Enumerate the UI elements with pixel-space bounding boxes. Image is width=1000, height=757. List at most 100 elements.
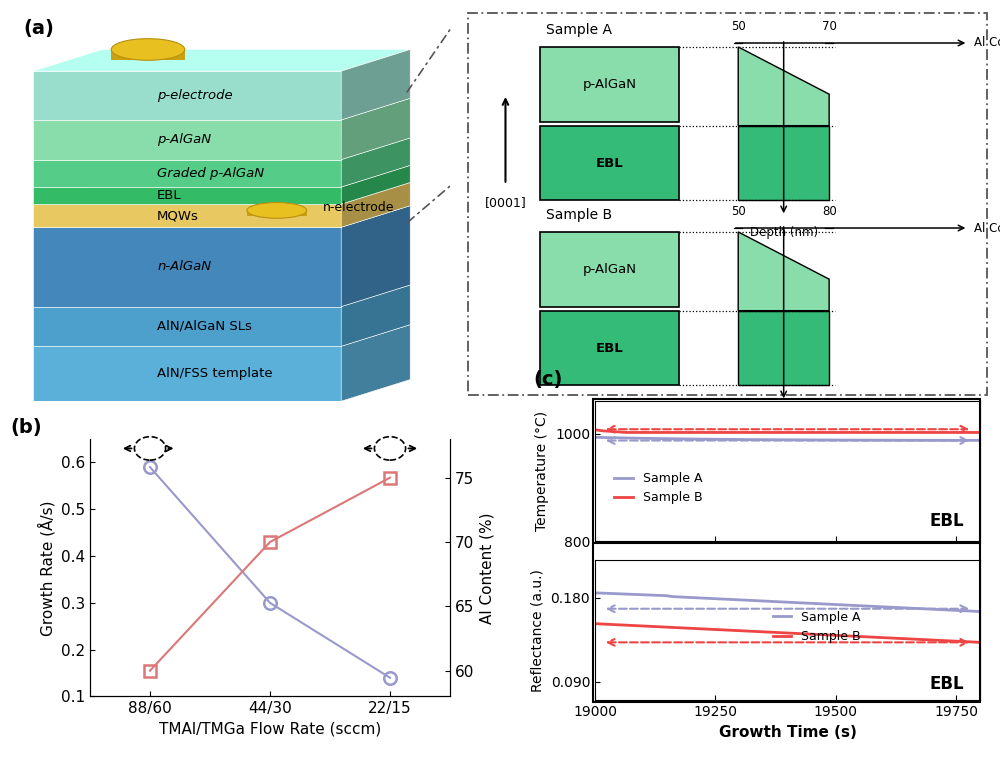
Sample B bbox=[723, 625, 735, 634]
Polygon shape bbox=[33, 285, 410, 307]
Sample A bbox=[715, 435, 727, 444]
Sample B bbox=[943, 637, 955, 646]
Sample A bbox=[628, 590, 640, 599]
Sample B bbox=[738, 428, 750, 437]
Sample B bbox=[699, 625, 711, 634]
Sample A bbox=[958, 606, 970, 615]
Sample A bbox=[675, 435, 687, 444]
Sample B bbox=[652, 622, 664, 631]
Sample B bbox=[605, 620, 617, 629]
Sample A bbox=[840, 600, 852, 609]
Text: Graded p-AlGaN: Graded p-AlGaN bbox=[157, 167, 264, 180]
Sample B bbox=[950, 428, 962, 437]
Polygon shape bbox=[33, 71, 341, 120]
Sample B bbox=[895, 634, 907, 643]
Sample A bbox=[825, 600, 837, 609]
Sample A bbox=[762, 597, 774, 606]
Sample A bbox=[605, 433, 617, 442]
Sample A bbox=[785, 598, 797, 607]
Sample A bbox=[668, 592, 680, 601]
Text: [0001]: [0001] bbox=[485, 197, 526, 210]
Sample A bbox=[754, 435, 766, 444]
Bar bbox=[540, 47, 679, 122]
Sample B bbox=[793, 629, 805, 638]
Polygon shape bbox=[341, 165, 410, 204]
Sample B bbox=[911, 428, 923, 437]
Polygon shape bbox=[247, 210, 307, 216]
Sample B bbox=[652, 428, 664, 437]
Sample B bbox=[597, 619, 609, 628]
Sample A bbox=[856, 601, 868, 610]
Line: Sample B: Sample B bbox=[595, 430, 980, 432]
Y-axis label: Growth Rate (Å/s): Growth Rate (Å/s) bbox=[38, 500, 55, 635]
Line: Sample A: Sample A bbox=[595, 593, 980, 612]
Sample B bbox=[691, 428, 703, 437]
Sample B bbox=[636, 621, 648, 631]
Text: p-AlGaN: p-AlGaN bbox=[583, 78, 637, 91]
Sample B bbox=[809, 630, 821, 639]
Sample B bbox=[888, 428, 900, 437]
Sample A bbox=[620, 590, 632, 599]
Bar bbox=[540, 232, 679, 307]
Legend: Sample A, Sample B: Sample A, Sample B bbox=[609, 467, 707, 509]
Sample A bbox=[730, 435, 742, 444]
Sample B bbox=[848, 631, 860, 640]
Bar bbox=[540, 310, 679, 385]
Text: 50: 50 bbox=[731, 205, 746, 218]
Sample B bbox=[746, 428, 758, 437]
Sample A bbox=[683, 435, 695, 444]
Polygon shape bbox=[738, 232, 829, 310]
Polygon shape bbox=[341, 206, 410, 307]
Sample A bbox=[911, 604, 923, 613]
Sample B bbox=[840, 631, 852, 640]
Sample A bbox=[825, 435, 837, 444]
Y-axis label: Temperature (°C): Temperature (°C) bbox=[535, 411, 549, 531]
Sample B bbox=[589, 425, 601, 435]
Sample A bbox=[935, 436, 947, 445]
Text: 80: 80 bbox=[822, 205, 837, 218]
Sample A bbox=[809, 435, 821, 444]
Sample A bbox=[817, 600, 829, 609]
Sample B bbox=[660, 428, 672, 437]
Polygon shape bbox=[33, 204, 341, 227]
Sample A bbox=[668, 435, 680, 444]
Sample A bbox=[903, 603, 915, 612]
Sample A bbox=[927, 436, 939, 445]
Sample A bbox=[943, 606, 955, 615]
Sample B bbox=[770, 428, 782, 437]
X-axis label: Growth Time (s): Growth Time (s) bbox=[719, 724, 856, 740]
Sample A bbox=[754, 597, 766, 606]
Polygon shape bbox=[341, 98, 410, 160]
Polygon shape bbox=[341, 182, 410, 227]
Text: EBL: EBL bbox=[596, 341, 624, 354]
Sample A bbox=[746, 435, 758, 444]
Sample B bbox=[636, 428, 648, 437]
Legend: Sample A, Sample B: Sample A, Sample B bbox=[768, 606, 866, 648]
Text: n-electrode: n-electrode bbox=[323, 201, 394, 214]
Polygon shape bbox=[341, 138, 410, 187]
Sample B bbox=[809, 428, 821, 437]
Sample A bbox=[958, 436, 970, 445]
Sample A bbox=[895, 603, 907, 612]
Text: Al Content (%): Al Content (%) bbox=[974, 222, 1000, 235]
Sample A bbox=[919, 604, 931, 613]
Sample A bbox=[778, 435, 790, 444]
Sample B bbox=[589, 619, 601, 628]
Sample B bbox=[911, 635, 923, 644]
Sample B bbox=[778, 428, 790, 437]
Sample A bbox=[770, 597, 782, 606]
Sample B bbox=[715, 625, 727, 634]
Text: p-AlGaN: p-AlGaN bbox=[583, 263, 637, 276]
Sample A bbox=[699, 435, 711, 444]
Text: Sample A: Sample A bbox=[546, 23, 612, 37]
Line: Sample A: Sample A bbox=[595, 438, 980, 441]
Sample B bbox=[730, 428, 742, 437]
Sample B bbox=[691, 624, 703, 633]
Sample B bbox=[950, 637, 962, 646]
Line: Sample B: Sample B bbox=[595, 624, 980, 643]
Polygon shape bbox=[341, 49, 410, 120]
Sample A bbox=[927, 605, 939, 614]
Sample A bbox=[605, 589, 617, 598]
Polygon shape bbox=[33, 227, 341, 307]
Sample B bbox=[825, 428, 837, 437]
